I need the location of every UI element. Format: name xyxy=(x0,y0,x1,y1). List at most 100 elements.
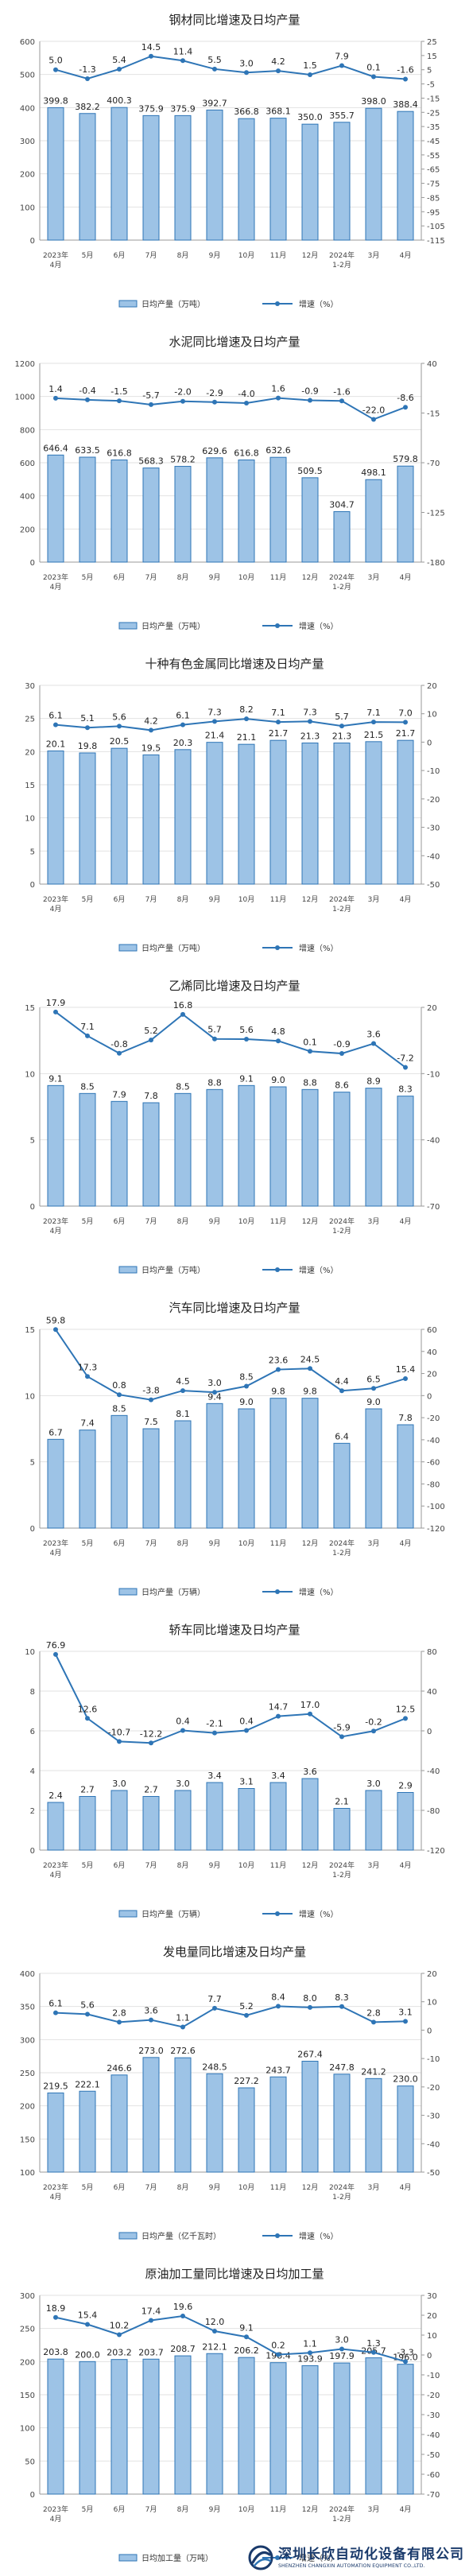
bar xyxy=(110,1100,128,1207)
bar xyxy=(238,1788,255,1851)
bar-value-label: 9.0 xyxy=(239,1397,254,1407)
bar xyxy=(206,742,223,885)
growth-value-label: 5.1 xyxy=(80,713,95,724)
left-tick-label: 100 xyxy=(20,2425,35,2434)
growth-point xyxy=(117,724,122,729)
growth-point xyxy=(308,1049,312,1054)
bar-value-label: 206.2 xyxy=(234,2345,259,2356)
growth-point xyxy=(85,2322,90,2327)
bar xyxy=(397,739,414,885)
growth-value-label: 6.1 xyxy=(48,711,63,721)
bar-value-label: 9.8 xyxy=(271,1387,285,1397)
bar-value-label: 20.3 xyxy=(173,738,193,748)
category-label: 6月 xyxy=(114,1539,126,1548)
left-tick-label: 200 xyxy=(20,2103,35,2112)
bar-value-label: 578.2 xyxy=(170,455,196,465)
category-label: 8月 xyxy=(177,251,189,260)
category-label: 7月 xyxy=(145,573,157,582)
growth-point xyxy=(371,720,376,725)
right-tick-label: -80 xyxy=(427,1807,440,1816)
right-tick-label: -10 xyxy=(427,2055,440,2064)
growth-value-label: -2.9 xyxy=(206,388,223,398)
growth-point xyxy=(403,1375,408,1381)
legend-bar-swatch xyxy=(118,1266,138,1274)
left-tick-label: 300 xyxy=(20,138,35,146)
growth-value-label: 14.7 xyxy=(269,1702,289,1713)
category-label: 11月 xyxy=(270,895,286,904)
bar xyxy=(238,743,255,885)
growth-value-label: 7.1 xyxy=(80,1022,95,1032)
bar-value-label: 272.6 xyxy=(170,2046,196,2056)
right-tick-label: -15 xyxy=(427,410,440,419)
bar xyxy=(47,1438,64,1529)
bar-value-label: 2.7 xyxy=(144,1785,158,1795)
category-label: 3月 xyxy=(368,573,380,582)
growth-value-label: 5.7 xyxy=(207,1025,222,1035)
growth-point xyxy=(244,401,249,405)
left-tick-label: 250 xyxy=(20,2326,35,2334)
category-label: 8月 xyxy=(177,1861,189,1870)
bar xyxy=(365,1088,382,1207)
category-label: 4月 xyxy=(50,905,62,914)
bar-value-label: 6.4 xyxy=(335,1431,349,1441)
growth-value-label: 0.8 xyxy=(112,1380,126,1391)
growth-point xyxy=(117,1739,122,1744)
legend-line-label: 增速（%） xyxy=(299,2553,339,2563)
left-tick-label: 300 xyxy=(20,2036,35,2045)
bar xyxy=(142,2057,160,2173)
growth-value-label: -3.8 xyxy=(142,1386,159,1396)
growth-value-label: 0.2 xyxy=(271,2341,285,2351)
company-logo: 深圳长欣自动化设备有限公司 SHENZHEN CHANGXIN AUTOMATI… xyxy=(248,2545,464,2570)
bar-value-label: 568.3 xyxy=(138,456,164,467)
bar-value-label: 222.1 xyxy=(75,2079,100,2089)
growth-value-label: 8.4 xyxy=(271,1992,285,2002)
growth-point xyxy=(212,1390,217,1395)
growth-value-label: 8.5 xyxy=(239,1372,254,1383)
legend-bar-swatch xyxy=(118,622,138,630)
bar-value-label: 197.9 xyxy=(329,2351,355,2361)
bar-value-label: 633.5 xyxy=(75,445,100,456)
growth-value-label: 0.1 xyxy=(366,62,381,72)
growth-point xyxy=(339,398,344,404)
category-label: 8月 xyxy=(177,573,189,582)
growth-point xyxy=(371,1386,376,1391)
left-tick-label: 200 xyxy=(20,526,35,534)
right-tick-label: -40 xyxy=(427,2431,440,2440)
right-tick-label: -30 xyxy=(427,2411,440,2420)
category-label: 7月 xyxy=(145,1539,157,1548)
growth-point xyxy=(276,720,281,725)
category-label: 8月 xyxy=(177,2183,189,2192)
growth-point xyxy=(85,397,90,402)
growth-point xyxy=(149,402,153,407)
growth-point xyxy=(180,398,185,404)
growth-value-label: 12.5 xyxy=(396,1704,416,1714)
bar xyxy=(110,747,128,885)
growth-point xyxy=(244,2334,249,2340)
right-tick-label: 0 xyxy=(427,739,432,747)
bar xyxy=(142,1102,160,1207)
category-label: 6月 xyxy=(114,2183,126,2192)
bar xyxy=(142,1796,160,1851)
chart-title: 轿车同比增速及日均产量 xyxy=(169,1623,300,1637)
bar xyxy=(79,456,96,563)
bar-value-label: 3.6 xyxy=(303,1767,317,1777)
category-label: 3月 xyxy=(368,1539,380,1548)
category-label: 10月 xyxy=(238,2505,254,2514)
bar-value-label: 7.4 xyxy=(80,1418,95,1429)
chart-2: 水泥同比增速及日均产量 0 200 400 600 800 1000 1200 40 -15 -70… xyxy=(15,335,445,631)
bar-value-label: 247.8 xyxy=(329,2062,355,2073)
growth-point xyxy=(339,724,344,729)
bar-value-label: 8.3 xyxy=(398,1084,413,1095)
left-tick-label: 25 xyxy=(25,716,35,724)
growth-point xyxy=(85,2012,90,2017)
left-tick-label: 100 xyxy=(20,204,35,212)
left-tick-label: 4 xyxy=(30,1767,35,1776)
growth-value-label: 15.4 xyxy=(78,2310,98,2321)
category-label: 11月 xyxy=(270,573,286,582)
bar xyxy=(110,107,128,241)
right-tick-label: -15 xyxy=(427,95,440,103)
growth-value-label: 4.2 xyxy=(144,716,158,726)
bar-value-label: 8.8 xyxy=(303,1077,317,1088)
bar-value-label: 21.3 xyxy=(332,731,352,742)
